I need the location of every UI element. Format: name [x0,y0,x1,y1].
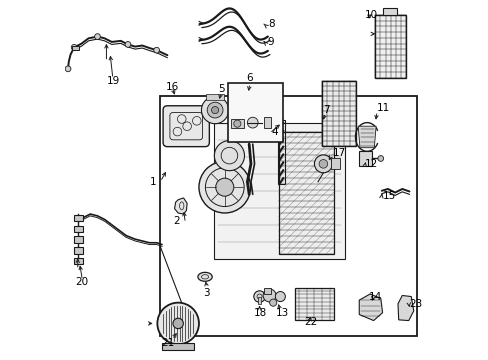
Bar [227,83,283,142]
Circle shape [214,140,244,171]
Bar [294,288,333,320]
Bar [72,46,79,50]
Circle shape [233,120,241,127]
Text: 21: 21 [161,338,174,348]
Text: 18: 18 [253,308,267,318]
Bar [231,119,244,128]
Circle shape [157,303,199,344]
Bar [74,247,83,253]
Bar [206,94,224,100]
Text: 13: 13 [275,308,288,318]
Circle shape [201,96,228,124]
Circle shape [173,318,183,329]
Circle shape [71,44,77,50]
Bar [257,297,261,304]
Circle shape [377,156,383,161]
Text: 20: 20 [75,277,88,287]
Bar [263,117,270,128]
Text: 17: 17 [332,148,345,158]
Ellipse shape [198,273,212,281]
Bar [321,81,355,146]
Polygon shape [359,294,382,320]
Bar [74,258,83,264]
Bar [382,8,396,15]
Bar [74,226,83,232]
Bar [74,215,83,221]
Circle shape [94,34,100,40]
Circle shape [199,161,250,213]
Circle shape [263,289,276,302]
Circle shape [215,178,233,196]
Circle shape [247,117,258,128]
Bar [214,123,344,259]
Circle shape [153,47,159,53]
Bar [278,120,285,184]
Text: 15: 15 [382,191,395,201]
FancyBboxPatch shape [163,106,209,147]
Bar [160,96,416,336]
Bar [263,288,271,294]
Polygon shape [174,198,187,214]
Circle shape [319,159,327,168]
Polygon shape [357,126,375,148]
Text: 5: 5 [218,84,224,94]
Bar [375,15,405,78]
Circle shape [65,66,71,72]
Polygon shape [397,296,413,320]
Circle shape [269,299,276,306]
Circle shape [125,41,131,47]
Text: 9: 9 [267,37,274,47]
Text: 8: 8 [267,19,274,29]
Text: 16: 16 [166,82,179,92]
Circle shape [253,291,265,302]
Bar [74,236,83,243]
Text: 22: 22 [304,317,317,327]
Text: 12: 12 [364,159,377,169]
Circle shape [211,107,218,114]
Circle shape [314,155,332,173]
Circle shape [275,292,285,302]
Text: 4: 4 [271,127,278,136]
Text: 19: 19 [107,76,120,86]
Circle shape [207,102,223,118]
Text: 2: 2 [173,216,180,226]
Text: 1: 1 [150,177,156,187]
Text: 23: 23 [408,299,422,309]
Bar [359,151,371,166]
Text: 11: 11 [376,103,389,113]
Bar [278,132,333,253]
Text: 7: 7 [323,105,329,115]
Bar [162,343,194,350]
Text: 3: 3 [203,288,210,298]
Text: 6: 6 [246,73,253,83]
Text: 10: 10 [364,10,377,20]
Text: 14: 14 [368,292,381,302]
Bar [330,158,339,169]
